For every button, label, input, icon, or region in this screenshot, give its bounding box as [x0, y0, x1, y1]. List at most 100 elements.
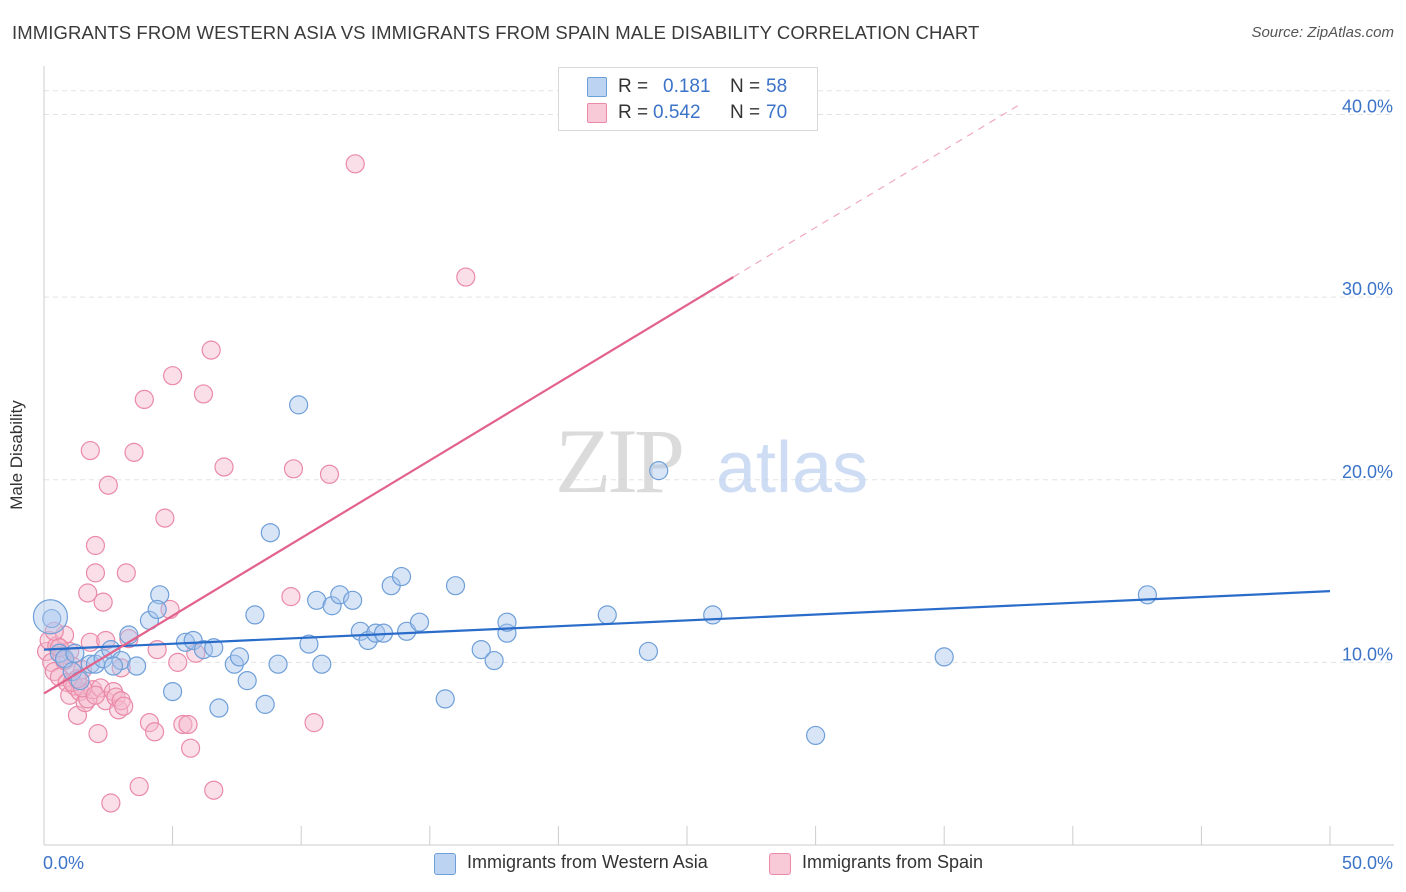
data-point-western-asia — [126, 656, 147, 676]
watermark-atlas: atlas — [716, 428, 868, 508]
data-point-western-asia — [445, 576, 466, 596]
data-point-spain — [134, 389, 154, 410]
data-point-western-asia — [204, 638, 224, 658]
data-point-western-asia — [255, 694, 275, 714]
y-tick-label: 10.0% — [1342, 644, 1393, 664]
data-point-western-asia — [299, 634, 319, 654]
legend-n-value: 58 — [766, 76, 788, 97]
correlation-legend: R = 0.181 N = 58 R = 0.542 N = 70 — [558, 67, 818, 131]
data-point-spain — [88, 724, 108, 744]
data-point-western-asia — [484, 650, 504, 671]
data-point-spain — [114, 696, 134, 716]
data-point-spain — [163, 366, 183, 386]
data-point-spain — [173, 714, 193, 735]
data-point-spain — [129, 776, 149, 797]
axes — [43, 66, 1394, 846]
legend-r-label: R = — [618, 76, 649, 97]
legend-swatch-pink — [587, 103, 607, 123]
data-point-western-asia — [289, 395, 309, 415]
data-point-spain — [111, 658, 131, 678]
legend-row-western-asia: R = 0.181 N = 58 — [559, 76, 817, 102]
data-point-spain — [144, 722, 165, 742]
trend-line-spain — [43, 276, 734, 695]
data-point-spain — [168, 652, 188, 672]
data-point-spain — [80, 440, 100, 461]
data-point-spain — [155, 508, 175, 528]
data-point-spain — [214, 457, 234, 477]
data-point-western-asia — [703, 605, 723, 625]
trend-line-spain-extension — [732, 103, 1022, 278]
data-point-spain — [178, 714, 198, 735]
data-point-spain — [283, 459, 304, 479]
x-tick-label-min: 0.0% — [43, 853, 84, 873]
y-axis-title: Male Disability — [7, 400, 26, 510]
data-point-western-asia — [147, 599, 167, 620]
data-point-spain — [78, 583, 98, 603]
data-point-spain — [193, 384, 214, 404]
data-point-western-asia — [268, 654, 288, 674]
data-point-western-asia — [409, 612, 430, 632]
data-point-western-asia — [237, 671, 257, 691]
data-point-spain — [85, 563, 106, 583]
data-point-western-asia — [391, 566, 412, 587]
legend-label: Immigrants from Western Asia — [467, 852, 708, 872]
legend-r-value: 0.542 — [653, 102, 701, 123]
data-point-spain — [201, 340, 221, 360]
chart-title: IMMIGRANTS FROM WESTERN ASIA VS IMMIGRAN… — [12, 22, 980, 43]
data-point-western-asia — [42, 608, 62, 629]
y-tick-label: 40.0% — [1342, 97, 1393, 117]
data-point-western-asia — [497, 612, 517, 632]
data-point-spain — [319, 464, 340, 484]
data-point-spain — [139, 713, 160, 733]
data-point-western-asia — [435, 689, 455, 709]
legend-r-value: 0.181 — [663, 76, 711, 97]
legend-r-label: R = — [618, 102, 649, 123]
data-point-spain — [456, 267, 476, 287]
data-point-western-asia — [150, 585, 170, 605]
legend-swatch-pink — [769, 853, 791, 875]
data-point-spain — [93, 592, 113, 612]
legend-row-spain: R = 0.542 N = 70 — [559, 102, 817, 128]
legend-swatch-blue — [587, 77, 607, 97]
legend-n-label: N = — [730, 76, 761, 97]
data-point-spain — [204, 780, 224, 800]
data-point-western-asia — [229, 647, 250, 667]
data-point-western-asia — [260, 523, 280, 543]
tick-labels: 10.0% 20.0% 30.0% 40.0% 0.0% 50.0% — [43, 97, 1393, 873]
data-point-western-asia — [343, 590, 363, 610]
trend-line-western-asia — [43, 590, 1331, 651]
data-point-western-asia — [597, 605, 617, 625]
legend-n-label: N = — [730, 102, 761, 123]
legend-swatch-blue — [434, 853, 456, 875]
data-point-spain — [345, 154, 365, 174]
data-point-western-asia — [471, 639, 491, 660]
trend-lines — [43, 103, 1331, 695]
data-point-western-asia — [322, 596, 342, 616]
source-label: Source: ZipAtlas.com — [1251, 24, 1394, 41]
data-point-western-asia-cluster — [32, 599, 69, 635]
data-point-western-asia — [805, 725, 826, 746]
gridlines — [44, 90, 1394, 663]
data-point-western-asia — [649, 461, 669, 481]
data-point-western-asia — [209, 698, 229, 718]
data-point-spain — [116, 563, 136, 583]
data-point-spain — [96, 630, 116, 651]
legend-n-value: 70 — [766, 102, 788, 123]
legend-label: Immigrants from Spain — [802, 852, 984, 872]
data-point-spain — [98, 475, 118, 495]
data-point-spain — [304, 713, 324, 733]
data-point-spain — [65, 676, 85, 696]
data-point-spain — [101, 793, 121, 813]
data-point-western-asia — [638, 641, 659, 662]
data-point-spain — [85, 535, 106, 556]
y-tick-label: 30.0% — [1342, 279, 1393, 299]
data-point-western-asia — [245, 605, 265, 625]
data-point-western-asia — [312, 654, 332, 674]
data-point-spain — [85, 685, 106, 705]
y-tick-label: 20.0% — [1342, 462, 1393, 482]
data-point-spain — [181, 738, 201, 758]
data-point-western-asia — [103, 656, 124, 676]
data-point-spain — [124, 442, 144, 462]
series-spain-points — [36, 154, 476, 813]
